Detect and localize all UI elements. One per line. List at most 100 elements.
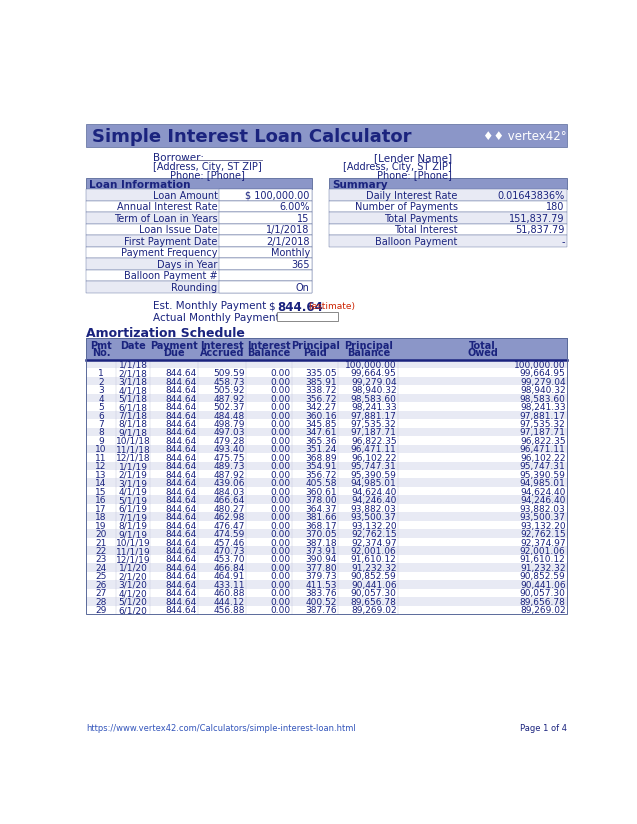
Text: 92,001.06: 92,001.06 [351, 547, 397, 556]
Text: 364.37: 364.37 [305, 504, 337, 513]
Text: 844.64: 844.64 [166, 471, 197, 480]
Text: 368.89: 368.89 [305, 454, 337, 463]
Text: 10: 10 [95, 446, 106, 454]
Text: 9/1/18: 9/1/18 [118, 428, 148, 438]
Text: 0.00: 0.00 [270, 420, 290, 429]
Text: 0.00: 0.00 [270, 539, 290, 548]
Bar [86, 124, 567, 147]
Text: Balance: Balance [347, 349, 390, 358]
Text: Interest: Interest [201, 340, 244, 351]
Text: 91,610.12: 91,610.12 [351, 555, 397, 564]
Text: Daily Interest Rate: Daily Interest Rate [366, 190, 458, 200]
Text: 92,374.97: 92,374.97 [351, 539, 397, 548]
Text: Balance: Balance [248, 349, 290, 358]
Text: 387.76: 387.76 [305, 606, 337, 616]
Text: 23: 23 [96, 555, 106, 564]
Text: 92,762.15: 92,762.15 [520, 530, 566, 539]
Text: Page 1 of 4: Page 1 of 4 [520, 724, 567, 733]
Bar [86, 445, 567, 453]
Text: 93,882.03: 93,882.03 [351, 504, 397, 513]
Text: 0.00: 0.00 [270, 496, 290, 505]
Text: 99,279.04: 99,279.04 [351, 377, 397, 386]
Text: 98,241.33: 98,241.33 [351, 403, 397, 412]
Text: 25: 25 [96, 573, 106, 582]
Text: 90,057.30: 90,057.30 [520, 589, 566, 598]
Bar [86, 368, 567, 377]
Bar [329, 223, 567, 235]
Text: 11: 11 [95, 454, 106, 463]
Text: Due: Due [163, 349, 185, 358]
Bar [86, 246, 312, 258]
Text: 7/1/18: 7/1/18 [118, 411, 148, 420]
Text: 95,390.59: 95,390.59 [520, 471, 566, 480]
Bar [86, 223, 312, 235]
Text: 474.59: 474.59 [213, 530, 245, 539]
Text: Term of Loan in Years: Term of Loan in Years [114, 213, 218, 223]
Text: 10/1/18: 10/1/18 [116, 437, 150, 446]
Text: 12: 12 [96, 462, 106, 471]
Text: Simple Interest Loan Calculator: Simple Interest Loan Calculator [92, 129, 412, 146]
Text: 844.64: 844.64 [166, 462, 197, 471]
Text: 94,246.40: 94,246.40 [351, 496, 397, 505]
Text: 0.00: 0.00 [270, 547, 290, 556]
Text: 1/1/18: 1/1/18 [118, 361, 148, 370]
Text: Total Interest: Total Interest [394, 225, 458, 235]
Bar [329, 235, 567, 246]
Text: 444.12: 444.12 [213, 598, 245, 606]
Bar [329, 178, 567, 189]
Text: 475.75: 475.75 [213, 454, 245, 463]
Text: 844.64: 844.64 [166, 539, 197, 548]
Text: Number of Payments: Number of Payments [355, 202, 458, 212]
Text: 6: 6 [98, 411, 104, 420]
Text: 0.00: 0.00 [270, 480, 290, 489]
Text: 370.05: 370.05 [305, 530, 337, 539]
Text: 844.64: 844.64 [166, 411, 197, 420]
Text: 91,232.32: 91,232.32 [351, 564, 397, 573]
Text: 3: 3 [98, 386, 104, 395]
Text: 8/1/18: 8/1/18 [118, 420, 148, 429]
Text: 2/1/20: 2/1/20 [118, 573, 148, 582]
Text: 89,656.78: 89,656.78 [520, 598, 566, 606]
Text: 844.64: 844.64 [166, 480, 197, 489]
Text: Loan Amount: Loan Amount [153, 190, 218, 200]
Text: 20: 20 [96, 530, 106, 539]
Text: 502.37: 502.37 [213, 403, 245, 412]
Bar [219, 189, 312, 200]
Text: 466.64: 466.64 [213, 496, 245, 505]
Text: 97,187.71: 97,187.71 [351, 428, 397, 438]
Bar [219, 281, 312, 293]
Text: 98,940.32: 98,940.32 [520, 386, 566, 395]
Text: 476.47: 476.47 [213, 522, 245, 531]
Text: 342.27: 342.27 [306, 403, 337, 412]
Bar [86, 386, 567, 394]
Text: 464.91: 464.91 [213, 573, 245, 582]
Bar [86, 377, 567, 386]
Text: 0.01643836%: 0.01643836% [497, 190, 565, 200]
Text: Paid: Paid [303, 349, 327, 358]
Bar [219, 269, 312, 281]
Text: 91,232.32: 91,232.32 [520, 564, 566, 573]
Text: 844.64: 844.64 [166, 547, 197, 556]
Text: First Payment Date: First Payment Date [124, 236, 218, 246]
Text: Principal: Principal [344, 340, 393, 351]
Text: 0.00: 0.00 [270, 573, 290, 582]
Text: 0.00: 0.00 [270, 589, 290, 598]
Text: $ 100,000.00: $ 100,000.00 [245, 190, 310, 200]
Text: 8/1/19: 8/1/19 [118, 522, 148, 531]
Text: 5: 5 [98, 403, 104, 412]
Bar [86, 597, 567, 606]
Text: (estimate): (estimate) [308, 302, 355, 311]
Text: 0.00: 0.00 [270, 504, 290, 513]
Text: 24: 24 [96, 564, 106, 573]
Text: 433.11: 433.11 [213, 581, 245, 590]
Text: 458.73: 458.73 [213, 377, 245, 386]
Text: Actual Monthly Payment: Actual Monthly Payment [154, 313, 280, 323]
Text: 93,132.20: 93,132.20 [351, 522, 397, 531]
Text: 0.00: 0.00 [270, 513, 290, 522]
Text: 0.00: 0.00 [270, 522, 290, 531]
Text: Total: Total [469, 340, 496, 351]
Text: Phone: [Phone]: Phone: [Phone] [376, 171, 452, 180]
Text: 385.91: 385.91 [305, 377, 337, 386]
Text: 844.64: 844.64 [166, 395, 197, 404]
Text: 94,624.40: 94,624.40 [520, 488, 566, 497]
